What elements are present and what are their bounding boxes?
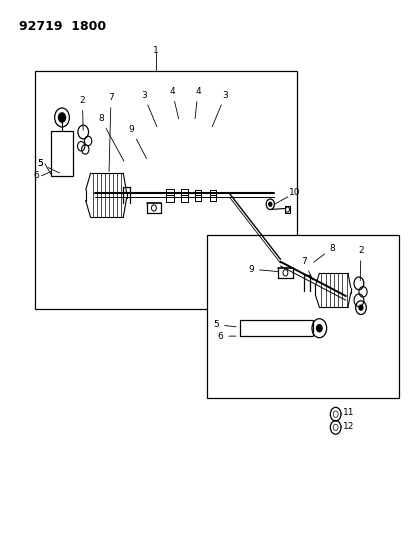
Bar (284, 206, 289, 213)
Text: 9: 9 (128, 125, 146, 158)
Text: 3: 3 (211, 91, 228, 127)
Text: 2: 2 (79, 96, 85, 130)
Text: 7: 7 (300, 257, 312, 280)
Text: 5: 5 (37, 159, 43, 168)
Text: 5: 5 (37, 159, 59, 173)
Text: 6: 6 (34, 171, 40, 180)
Circle shape (58, 113, 66, 122)
Text: 10: 10 (288, 188, 299, 197)
Circle shape (358, 305, 362, 310)
Text: 8: 8 (313, 244, 335, 262)
Text: 8: 8 (98, 114, 123, 161)
Bar (51, 131, 73, 175)
Circle shape (268, 202, 271, 206)
Text: 11: 11 (342, 408, 353, 417)
Text: 1: 1 (153, 46, 159, 55)
Text: 12: 12 (342, 422, 353, 431)
Text: 4: 4 (169, 87, 178, 119)
Text: 9: 9 (248, 265, 277, 273)
Text: 5: 5 (213, 320, 235, 329)
Text: 7: 7 (108, 93, 114, 172)
Text: 3: 3 (140, 91, 157, 127)
Text: 6: 6 (217, 332, 235, 341)
Bar (206, 235, 398, 398)
Bar (36, 71, 296, 309)
Text: 4: 4 (195, 87, 200, 119)
Circle shape (316, 325, 321, 332)
Bar (239, 320, 313, 336)
Text: 2: 2 (357, 246, 363, 280)
Text: 92719  1800: 92719 1800 (19, 20, 106, 33)
